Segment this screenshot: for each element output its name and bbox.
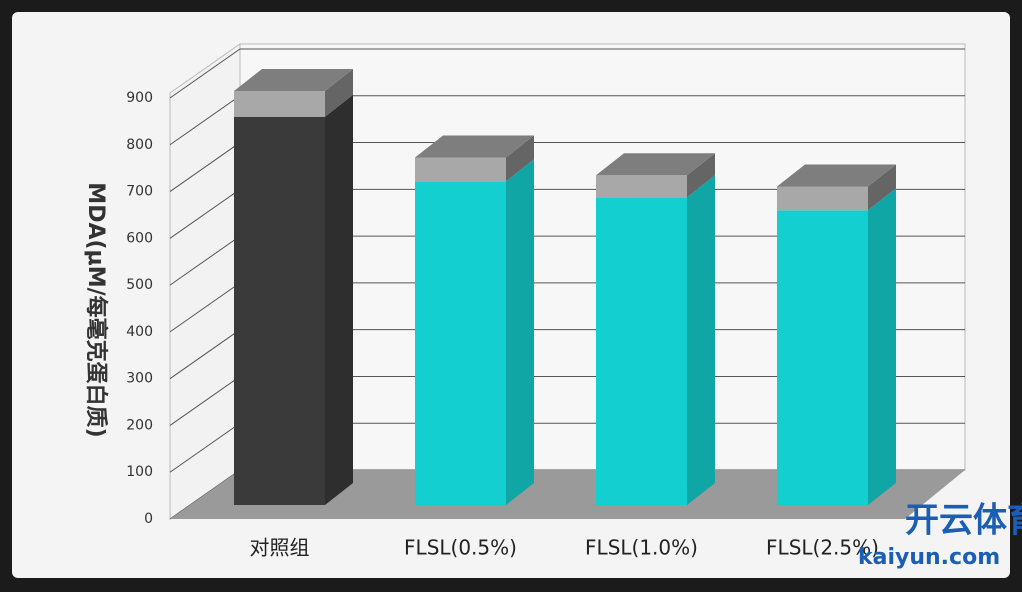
- error-cap-side: [868, 164, 896, 211]
- y-axis-title: MDA(μM/每毫克蛋白质): [83, 182, 109, 437]
- y-tick-label: 800: [126, 137, 153, 153]
- error-cap: [234, 91, 325, 117]
- grid-line: [169, 48, 965, 99]
- error-cap: [777, 186, 868, 211]
- y-tick-label: 300: [126, 371, 153, 387]
- error-cap-top: [777, 164, 896, 187]
- y-tick-label: 500: [126, 277, 153, 293]
- y-tick-label: 100: [126, 464, 153, 480]
- y-tick-label: 700: [126, 184, 153, 200]
- bar: [777, 210, 868, 506]
- bar: [415, 181, 506, 505]
- floor: [170, 470, 965, 519]
- bar-side: [687, 175, 715, 506]
- error-cap: [415, 157, 506, 182]
- x-tick-label: 对照组: [250, 536, 310, 560]
- error-cap-top: [234, 69, 353, 92]
- x-tick-label: FLSL(2.5%): [766, 536, 879, 560]
- error-cap-top: [415, 135, 534, 158]
- error-cap-side: [687, 153, 715, 198]
- error-cap: [596, 175, 687, 198]
- bar: [596, 197, 687, 506]
- y-tick-label: 0: [144, 511, 153, 527]
- y-tick-label: 200: [126, 417, 153, 433]
- bar-side: [868, 188, 896, 506]
- y-tick-label: 400: [126, 324, 153, 340]
- bar-side: [506, 159, 534, 505]
- bar-side: [325, 94, 353, 505]
- watermark-title: 开云体育: [905, 501, 1022, 541]
- bar: [234, 116, 325, 505]
- x-tick-label: FLSL(1.0%): [585, 536, 698, 560]
- y-tick-label: 600: [126, 230, 153, 246]
- error-cap-top: [596, 153, 715, 176]
- y-tick-label: 900: [126, 90, 153, 106]
- error-cap-side: [325, 69, 353, 117]
- x-tick-label: FLSL(0.5%): [404, 536, 517, 560]
- error-cap-side: [506, 135, 534, 182]
- watermark-url: kaiyun.com: [858, 545, 1000, 570]
